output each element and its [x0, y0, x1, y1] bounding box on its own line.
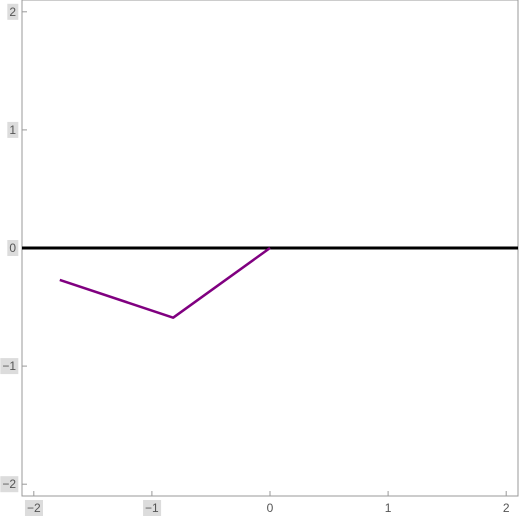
y-tick-label-bg: [7, 121, 19, 138]
y-tick-label: −1: [2, 359, 16, 373]
x-tick-label-bg: [143, 500, 162, 516]
x-tick-label-group: 0: [267, 501, 274, 515]
y-tick-label: 1: [9, 123, 16, 137]
x-tick-label-group: −2: [24, 500, 43, 516]
y-tick-label-bg: [0, 358, 19, 375]
y-tick-label-group: 0: [7, 240, 19, 256]
y-tick-label: −2: [2, 477, 16, 491]
x-tick-label-group: −1: [143, 500, 162, 516]
axis-tick-labels: −2 −1 0 1 2 −2 −1 0 1 2: [0, 3, 510, 516]
series-group: [59, 246, 271, 319]
y-tick-label-bg: [0, 476, 19, 493]
y-tick-label-group: −2: [0, 476, 19, 493]
y-tick-label: 2: [9, 5, 16, 19]
y-tick-label-group: −1: [0, 358, 19, 375]
x-tick-label: 0: [267, 501, 274, 515]
x-tick-label-bg: [24, 500, 43, 516]
axis-ticks: [22, 11, 507, 496]
x-tick-label: 2: [503, 501, 510, 515]
y-tick-label: 0: [9, 241, 16, 255]
y-tick-label-bg: [7, 240, 19, 256]
y-tick-label-group: 2: [7, 3, 19, 20]
x-tick-label-group: 1: [385, 501, 392, 515]
series-line: [59, 246, 271, 319]
x-tick-label: −1: [145, 501, 159, 515]
x-tick-label-group: 2: [503, 501, 510, 515]
y-tick-label-bg: [7, 3, 19, 20]
x-tick-label: 1: [385, 501, 392, 515]
y-tick-label-group: 1: [7, 121, 19, 138]
x-tick-label: −2: [27, 501, 41, 515]
